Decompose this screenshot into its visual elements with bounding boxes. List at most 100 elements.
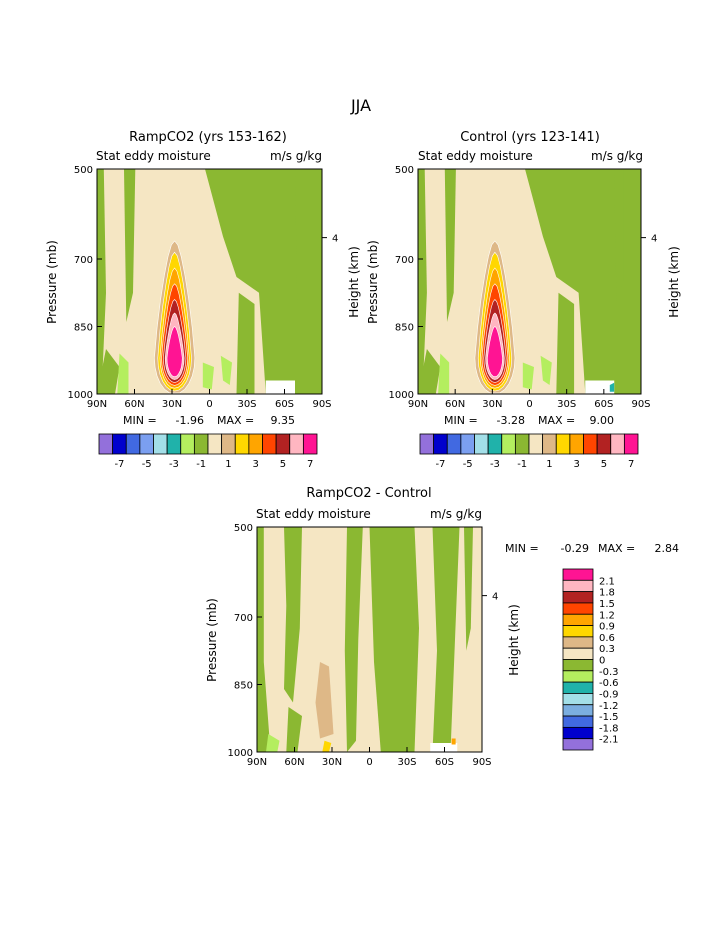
contour-fill-negative <box>609 382 615 392</box>
plot-ramp: 90N 60N 30N 0 30S 60S 90S 500 700 850 1000 4 <box>68 165 339 410</box>
y2-tick-label: 4 <box>651 234 657 245</box>
contour-fill-negative <box>369 527 419 752</box>
x-tick-label: 60N <box>124 399 144 410</box>
contour-fill-negative <box>614 169 624 304</box>
units-label: m/s g/kg <box>591 149 643 163</box>
units-label: m/s g/kg <box>270 149 322 163</box>
contour-fill-negative <box>525 169 641 394</box>
contour-fill-negative <box>97 169 106 394</box>
colorbar-swatch <box>562 726 594 740</box>
colorbar-swatch <box>193 433 209 455</box>
colorbar-tick-label: -0.6 <box>599 678 619 689</box>
x-tick-label: 90S <box>312 399 331 410</box>
colorbar-swatch <box>562 715 594 728</box>
y-tick-label: 500 <box>74 165 93 176</box>
colorbar-swatch <box>542 433 557 455</box>
contour-fill-light-negative <box>540 355 552 385</box>
colorbar-swatch <box>583 433 598 455</box>
contour-fill-negative <box>284 527 302 703</box>
panel-control: Control (yrs 123-141) Stat eddy moisture… <box>366 130 681 470</box>
colorbar-swatch <box>474 433 489 455</box>
contour-fill-light-negative <box>522 362 534 390</box>
stats-min-label: MIN = <box>444 414 478 427</box>
stats-max-value: 2.84 <box>655 542 680 555</box>
contour-fill-negative <box>236 292 255 394</box>
colorbar-swatch <box>555 433 571 455</box>
plot-control: 90N 60N 30N 0 30S 60S 90S 500 700 850 1000 4 <box>389 165 658 410</box>
x-tick-label: 0 <box>526 399 532 410</box>
colorbar-tick-label: -1 <box>196 459 206 470</box>
stats-max-label: MAX = <box>217 414 254 427</box>
variable-label: Stat eddy moisture <box>256 507 371 521</box>
colorbar-swatch <box>562 568 594 581</box>
contour-fill-negative <box>205 169 322 394</box>
colorbar-swatch <box>610 433 625 455</box>
x-tick-label: 30N <box>162 399 182 410</box>
y-tick-label: 700 <box>234 613 253 624</box>
colorbar-tick-label: -0.3 <box>599 667 619 678</box>
contour-fill-light-negative <box>266 734 280 752</box>
colorbar-swatch <box>501 433 516 455</box>
contour-fill-negative <box>97 349 120 394</box>
colorbar-swatch <box>221 433 236 455</box>
colorbar-swatch <box>562 659 594 672</box>
y2-axis-label: Height (km) <box>347 246 361 317</box>
colorbar-tick-label: 7 <box>307 459 313 470</box>
colorbar-swatch <box>180 433 195 455</box>
colorbar-tick-label: 5 <box>601 459 607 470</box>
stats-max-label: MAX = <box>598 542 635 555</box>
y2-tick-label: 4 <box>492 592 498 603</box>
y-tick-label: 1000 <box>389 390 414 401</box>
colorbar-tick-label: -0.9 <box>599 689 619 700</box>
y-tick-label: 500 <box>234 523 253 534</box>
colorbar-swatch <box>487 433 503 455</box>
colorbar-tick-label: -7 <box>114 459 124 470</box>
panel-title: RampCO2 - Control <box>306 486 431 501</box>
colorbar-swatch <box>623 433 639 455</box>
y-tick-label: 1000 <box>228 748 253 759</box>
y-axis-label: Pressure (mb) <box>45 240 59 324</box>
colorbar-swatch <box>153 433 168 455</box>
x-tick-label: 30S <box>397 757 416 768</box>
x-tick-label: 90S <box>472 757 491 768</box>
contour-fill-positive <box>315 662 334 739</box>
colorbar-swatch <box>419 433 435 455</box>
colorbar-swatch <box>562 602 594 615</box>
panel-title: RampCO2 (yrs 153-162) <box>129 130 287 145</box>
colorbar-swatch <box>596 433 612 455</box>
contour-fill-negative <box>257 527 271 752</box>
y-axis-label: Pressure (mb) <box>366 240 380 324</box>
colorbar-tick-label: 1 <box>225 459 231 470</box>
colorbar-swatch <box>433 433 448 455</box>
colorbar-difference: 2.11.81.51.20.90.60.30-0.3-0.6-0.9-1.2-1… <box>562 568 619 751</box>
x-tick-label: 30N <box>482 399 502 410</box>
colorbar-tick-label: 1.5 <box>599 599 615 610</box>
colorbar-tick-label: 1.2 <box>599 610 615 621</box>
units-label: m/s g/kg <box>430 507 482 521</box>
colorbar-control: -7 -5 -3 -1 1 3 5 7 <box>419 433 639 470</box>
colorbar-tick-label: -1.5 <box>599 712 619 723</box>
contour-fill-light-negative <box>202 362 214 390</box>
colorbar-swatch <box>460 433 475 455</box>
contour-fill-light-negative <box>438 353 450 394</box>
colorbar-swatch <box>562 613 594 626</box>
colorbar-swatch <box>562 670 594 683</box>
colorbar-tick-label: 0.6 <box>599 633 615 644</box>
colorbar-swatch <box>125 433 141 455</box>
x-tick-label: 30S <box>557 399 576 410</box>
contour-fill-positive <box>451 738 456 745</box>
colorbar-swatch <box>275 433 291 455</box>
colorbar-tick-label: 3 <box>253 459 259 470</box>
missing-data <box>430 743 458 752</box>
colorbar-swatch <box>562 693 594 706</box>
plot-difference: 90N 60N 30N 0 30S 60S 90S 500 700 850 1000 4 <box>228 523 499 768</box>
colorbar-ramp: -7 -5 -3 -1 1 3 5 7 <box>98 433 318 470</box>
colorbar-swatch <box>207 433 223 455</box>
colorbar-tick-label: -5 <box>142 459 152 470</box>
colorbar-swatch <box>112 433 127 455</box>
colorbar-swatch <box>262 433 277 455</box>
contour-fill-negative <box>344 527 363 752</box>
missing-data <box>265 380 295 394</box>
x-tick-label: 30N <box>322 757 342 768</box>
